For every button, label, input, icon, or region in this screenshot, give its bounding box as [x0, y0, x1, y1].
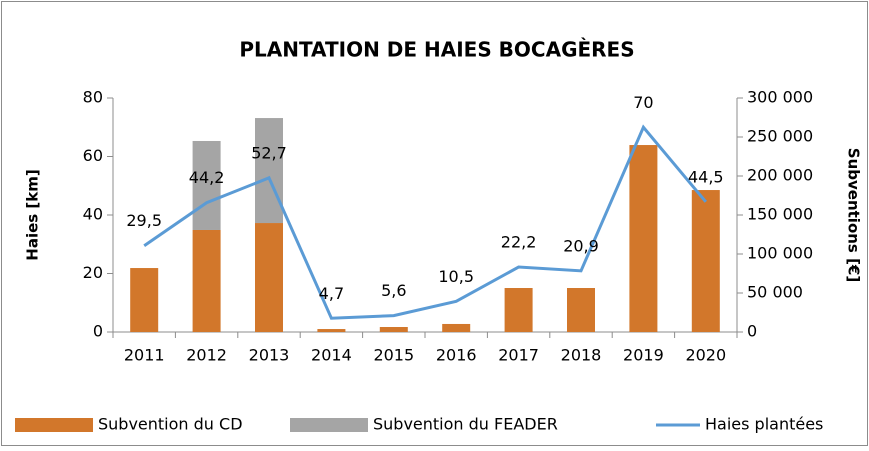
legend-swatch	[15, 418, 93, 432]
y-tick-label: 80	[83, 88, 103, 107]
data-label: 10,5	[438, 267, 474, 286]
legend-label: Haies plantées	[705, 415, 823, 434]
legend-swatch	[290, 418, 368, 432]
x-tick-label: 2012	[186, 346, 227, 365]
y2-tick-label: 300 000	[747, 88, 813, 107]
bar	[192, 229, 221, 332]
data-label: 44,2	[189, 168, 225, 187]
x-tick-label: 2014	[311, 346, 352, 365]
bar	[255, 118, 283, 224]
bar	[317, 329, 346, 332]
data-label: 44,5	[688, 167, 724, 186]
y2-tick-label: 50 000	[747, 283, 803, 302]
data-label: 4,7	[319, 284, 344, 303]
y-tick-label: 20	[83, 263, 103, 282]
y2-axis-label: Subventions [€]	[845, 148, 863, 282]
y2-tick-label: 150 000	[747, 205, 813, 224]
chart-title: PLANTATION DE HAIES BOCAGÈRES	[239, 38, 634, 62]
bar	[442, 323, 471, 332]
line	[143, 124, 707, 320]
bar	[504, 288, 533, 332]
x-tick-label: 2020	[685, 346, 726, 365]
data-label: 5,6	[381, 281, 406, 300]
y-axis-label: Haies [km]	[24, 169, 42, 260]
bar	[567, 288, 595, 332]
y2-tick-label: 250 000	[747, 127, 813, 146]
legend-label: Subvention du CD	[98, 415, 243, 434]
data-label: 70	[633, 93, 653, 112]
bar	[130, 268, 159, 332]
data-label: 20,9	[563, 236, 599, 255]
data-label: 52,7	[251, 143, 287, 162]
y-tick-label: 60	[83, 146, 103, 165]
x-tick-label: 2019	[623, 346, 664, 365]
y2-tick-label: 200 000	[747, 166, 813, 185]
bar	[629, 145, 658, 332]
x-tick-label: 2013	[249, 346, 290, 365]
y2-tick-label: 100 000	[747, 244, 813, 263]
data-label: 22,2	[501, 233, 537, 252]
x-tick-label: 2016	[436, 346, 477, 365]
legend-label: Subvention du FEADER	[373, 415, 558, 434]
x-tick-label: 2011	[124, 346, 165, 365]
x-tick-label: 2015	[373, 346, 414, 365]
bar	[379, 327, 408, 332]
y2-tick-label: 0	[747, 322, 757, 341]
bar	[192, 140, 221, 230]
x-tick-label: 2018	[561, 346, 602, 365]
x-tick-label: 2017	[498, 346, 539, 365]
y-tick-label: 40	[83, 205, 103, 224]
bar	[691, 190, 720, 332]
data-label: 29,5	[126, 211, 162, 230]
bar	[255, 223, 283, 332]
y-tick-label: 0	[93, 322, 103, 341]
